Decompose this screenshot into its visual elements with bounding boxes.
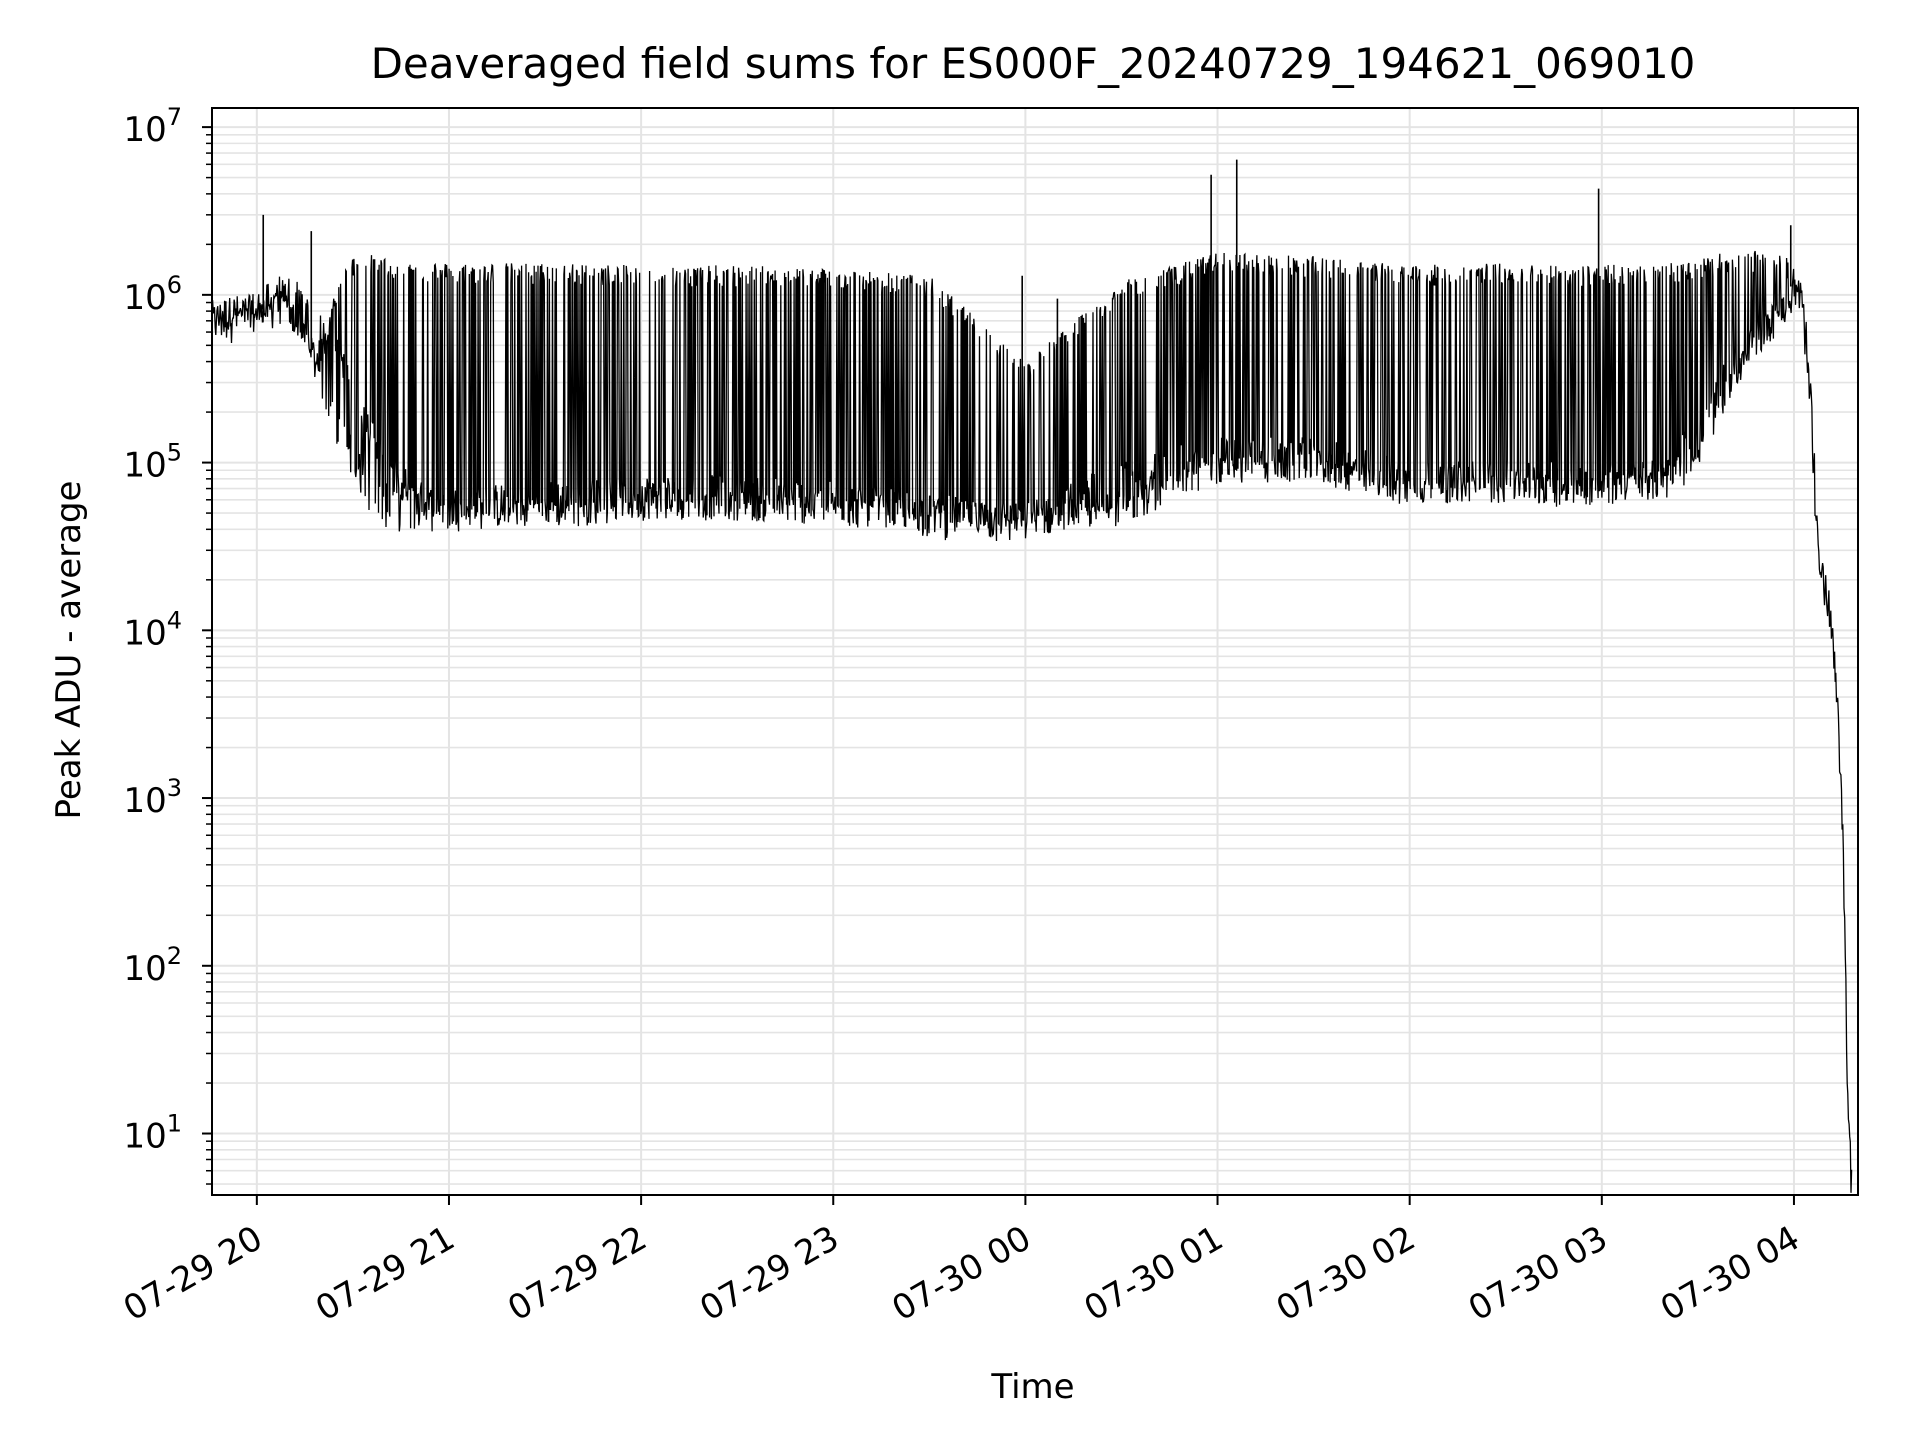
x-axis-label: Time	[990, 1367, 1074, 1407]
series-line	[211, 250, 1853, 1193]
y-tick-label: 105	[123, 439, 182, 486]
data-series	[211, 159, 1853, 1193]
y-tick-label: 101	[123, 1110, 182, 1157]
y-tick-label: 102	[123, 942, 182, 989]
axis-ticks	[202, 126, 1795, 1205]
y-tick-label: 103	[123, 774, 182, 821]
y-tick-label: 107	[123, 103, 182, 150]
y-axis-label: Peak ADU - average	[49, 481, 89, 820]
y-tick-label: 104	[123, 606, 182, 653]
y-tick-label: 106	[123, 271, 182, 318]
plot-frame	[211, 107, 1859, 1196]
chart-title: Deaveraged field sums for ES000F_2024072…	[371, 39, 1696, 88]
